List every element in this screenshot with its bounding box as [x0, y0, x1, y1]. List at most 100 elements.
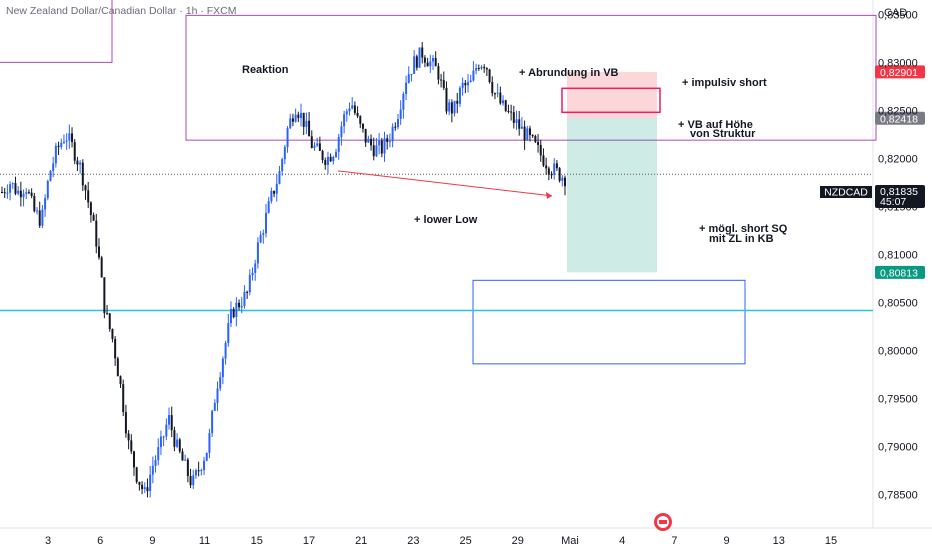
candle-body — [440, 79, 443, 81]
candle-body — [324, 160, 327, 165]
candle-body — [402, 94, 405, 110]
price-badge-label: 0,82901 — [880, 67, 918, 79]
candle-body — [41, 209, 44, 226]
candle-body — [227, 323, 230, 344]
candle-body — [405, 82, 408, 95]
current-price-badge — [875, 185, 925, 208]
candle-body — [445, 87, 448, 112]
take-profit-area — [567, 118, 657, 273]
candle-body — [192, 475, 195, 486]
time-tick-label: 23 — [407, 535, 419, 547]
symbol-label: NZDCAD — [824, 187, 868, 199]
candle-body — [464, 82, 467, 86]
candle-body — [97, 246, 100, 258]
candle-body — [181, 451, 184, 461]
price-axis[interactable]: 0,835000,830000,825000,820000,815000,810… — [878, 9, 918, 501]
candle-body — [291, 118, 294, 122]
price-tick-label: 0,80000 — [878, 345, 918, 357]
candle-body — [95, 220, 98, 247]
candle-body — [547, 168, 550, 175]
candle-body — [458, 87, 461, 104]
candle-body — [515, 119, 518, 123]
candle-body — [423, 57, 426, 63]
candle-body — [103, 277, 106, 314]
candle-body — [221, 358, 224, 378]
candle-body — [558, 168, 561, 181]
candle-body — [114, 338, 117, 359]
price-badge — [875, 265, 925, 279]
time-tick-label: 9 — [149, 535, 155, 547]
candle-body — [332, 157, 335, 162]
candle-body — [491, 82, 494, 94]
candle-body — [564, 177, 566, 187]
time-axis[interactable]: 3 6 9 11 15 17 21 23 25 29 Mai 4 7 9 13 15 — [45, 535, 837, 547]
candle-body — [429, 61, 432, 67]
candle-body — [25, 192, 28, 194]
candle-body — [135, 467, 138, 482]
candle-body — [216, 388, 219, 403]
candle-body — [537, 141, 540, 145]
candle-body — [475, 67, 478, 71]
candle-body — [407, 74, 410, 83]
candles-layer — [1, 42, 566, 498]
candle-body — [36, 210, 39, 212]
candle-body — [364, 128, 367, 143]
candle-body — [512, 112, 515, 123]
candle-body — [52, 163, 55, 171]
candle-body — [545, 165, 548, 169]
candle-body — [46, 180, 49, 199]
candle-body — [170, 415, 173, 431]
annotation-zl-kb: mit ZL in KB — [709, 233, 774, 245]
candle-body — [421, 47, 424, 58]
candle-body — [89, 202, 92, 216]
candle-body — [44, 198, 47, 210]
candle-body — [555, 163, 558, 169]
candle-body — [348, 108, 351, 112]
price-tick-label: 0,79000 — [878, 441, 918, 453]
candle-body — [483, 66, 486, 69]
candle-body — [388, 141, 391, 143]
candle-body — [71, 133, 74, 143]
candle-body — [76, 160, 79, 165]
candle-body — [176, 439, 179, 447]
candle-body — [200, 470, 203, 472]
candle-body — [434, 58, 437, 67]
candle-body — [378, 140, 381, 146]
candle-body — [243, 291, 246, 307]
time-tick-label: 7 — [671, 535, 677, 547]
canada-event-icon[interactable] — [654, 513, 672, 531]
candle-body — [205, 452, 208, 461]
time-tick-label: Mai — [561, 535, 579, 547]
candle-body — [450, 102, 453, 114]
candle-body — [410, 73, 413, 75]
candle-body — [297, 114, 300, 119]
time-tick-label: 25 — [459, 535, 471, 547]
zones-layer — [0, 0, 877, 365]
candle-body — [81, 162, 84, 186]
candle-body — [151, 465, 154, 475]
candle-body — [310, 136, 313, 148]
candle-body — [359, 116, 362, 124]
time-tick-label: 6 — [97, 535, 103, 547]
candle-body — [480, 66, 483, 69]
candle-body — [278, 171, 281, 184]
candle-body — [162, 436, 165, 438]
candle-body — [184, 459, 187, 461]
candle-body — [413, 56, 416, 74]
candle-body — [442, 80, 445, 88]
candle-body — [254, 263, 257, 273]
candle-body — [14, 183, 17, 194]
candle-body — [270, 190, 273, 202]
candle-body — [213, 402, 216, 411]
candle-body — [240, 306, 243, 308]
candle-body — [154, 460, 157, 466]
candle-body — [3, 192, 6, 194]
candle-body — [289, 118, 292, 129]
candle-body — [27, 192, 30, 194]
countdown-label: 45:07 — [880, 196, 906, 208]
candle-body — [510, 111, 513, 113]
candle-body — [550, 174, 553, 176]
candle-body — [49, 170, 52, 181]
